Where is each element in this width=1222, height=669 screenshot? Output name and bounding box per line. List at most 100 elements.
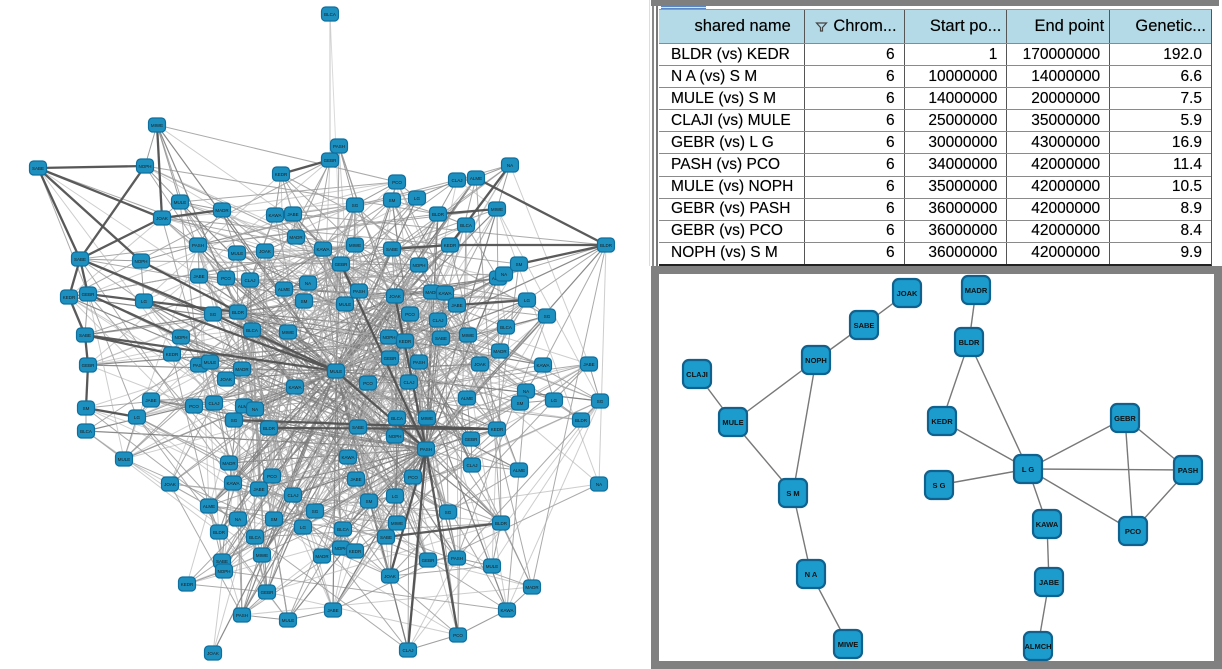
svg-text:PCO: PCO (392, 180, 402, 185)
svg-text:MIWE: MIWE (421, 416, 433, 421)
svg-text:BLCA: BLCA (249, 535, 261, 540)
svg-text:JOAK: JOAK (259, 249, 271, 254)
svg-text:JOAK: JOAK (164, 482, 176, 487)
svg-text:SABE: SABE (216, 559, 228, 564)
svg-text:PASH: PASH (236, 613, 248, 618)
svg-text:NA: NA (235, 517, 241, 522)
svg-text:MADR: MADR (525, 585, 539, 590)
svg-text:N A: N A (805, 570, 818, 579)
svg-text:GEBR: GEBR (324, 158, 338, 163)
svg-text:PCO: PCO (1125, 527, 1141, 536)
svg-text:ALME: ALME (461, 396, 473, 401)
svg-text:JABE: JABE (253, 487, 264, 492)
svg-text:KEDR: KEDR (349, 549, 362, 554)
svg-text:PCO: PCO (267, 474, 277, 479)
svg-text:BLCA: BLCA (460, 223, 472, 228)
svg-text:NOPH: NOPH (382, 335, 395, 340)
svg-text:BLCA: BLCA (324, 12, 336, 17)
svg-text:PCO: PCO (453, 633, 463, 638)
svg-text:NA: NA (523, 389, 529, 394)
svg-text:MIWE: MIWE (151, 123, 163, 128)
svg-text:NA: NA (507, 163, 513, 168)
svg-text:MADR: MADR (493, 349, 507, 354)
svg-text:MIWE: MIWE (282, 330, 294, 335)
svg-text:PASH: PASH (413, 360, 425, 365)
svg-text:MADR: MADR (289, 235, 303, 240)
svg-text:KAWA: KAWA (1036, 520, 1059, 529)
svg-text:JABE: JABE (193, 274, 204, 279)
svg-text:JOAK: JOAK (156, 216, 168, 221)
svg-text:LG: LG (300, 525, 307, 530)
svg-text:MIWE: MIWE (491, 207, 503, 212)
svg-text:SG: SG (210, 312, 217, 317)
svg-text:GEBR: GEBR (82, 363, 96, 368)
svg-text:BLCA: BLCA (500, 325, 512, 330)
svg-text:MULE: MULE (339, 302, 352, 307)
svg-text:KAWA: KAWA (317, 247, 330, 252)
svg-text:KEDR: KEDR (63, 295, 76, 300)
svg-text:SABE: SABE (32, 166, 44, 171)
svg-text:CLAJ: CLAJ (244, 278, 255, 283)
svg-text:PCO: PCO (408, 475, 418, 480)
svg-text:MADR: MADR (965, 286, 988, 295)
svg-text:JOAK: JOAK (207, 651, 219, 656)
svg-text:KEDR: KEDR (181, 582, 194, 587)
svg-text:KAWA: KAWA (342, 455, 355, 460)
svg-text:KEDR: KEDR (399, 339, 412, 344)
svg-text:GEBR: GEBR (82, 292, 96, 297)
svg-text:JABE: JABE (1039, 578, 1059, 587)
svg-text:LG: LG (392, 494, 399, 499)
svg-text:SG: SG (231, 418, 238, 423)
svg-text:SABE: SABE (352, 425, 364, 430)
svg-text:MIWE: MIWE (349, 243, 361, 248)
svg-text:JABE: JABE (350, 477, 361, 482)
svg-text:BLDR: BLDR (232, 310, 245, 315)
svg-text:L G: L G (1022, 465, 1035, 474)
svg-text:KAWA: KAWA (537, 363, 550, 368)
svg-text:SABE: SABE (79, 333, 91, 338)
svg-text:SABE: SABE (435, 336, 447, 341)
svg-text:MULE: MULE (174, 200, 187, 205)
svg-text:BLCA: BLCA (80, 429, 92, 434)
svg-text:SM: SM (517, 401, 524, 406)
svg-text:MADR: MADR (425, 290, 439, 295)
svg-text:NOPH: NOPH (412, 263, 425, 268)
svg-text:SABE: SABE (380, 535, 392, 540)
svg-text:MADR: MADR (215, 208, 229, 213)
svg-text:PCO: PCO (405, 312, 415, 317)
svg-text:LG: LG (414, 196, 421, 201)
svg-text:MIWE: MIWE (256, 553, 268, 558)
svg-text:CLAJ: CLAJ (403, 380, 414, 385)
svg-text:GEBR: GEBR (1114, 414, 1136, 423)
svg-text:JABE: JABE (583, 362, 594, 367)
svg-text:KAWA: KAWA (269, 213, 282, 218)
svg-text:KAWA: KAWA (439, 291, 452, 296)
svg-text:SM: SM (301, 299, 308, 304)
svg-text:LG: LG (141, 299, 148, 304)
svg-text:PASH: PASH (420, 447, 432, 452)
svg-text:KAWA: KAWA (501, 608, 514, 613)
svg-text:S M: S M (786, 489, 799, 498)
svg-text:PCO: PCO (189, 404, 199, 409)
svg-text:ALMCH: ALMCH (1024, 642, 1051, 651)
svg-text:NOPH: NOPH (134, 259, 147, 264)
svg-text:CLAJ: CLAJ (208, 401, 219, 406)
svg-text:GEBR: GEBR (384, 356, 398, 361)
svg-text:NA: NA (305, 281, 311, 286)
svg-text:MULE: MULE (330, 369, 343, 374)
svg-text:SG: SG (544, 314, 551, 319)
svg-text:SG: SG (597, 399, 604, 404)
svg-text:CLAJ: CLAJ (466, 463, 477, 468)
svg-text:MIWE: MIWE (462, 333, 474, 338)
svg-text:NA: NA (596, 482, 602, 487)
svg-text:GEBR: GEBR (335, 262, 349, 267)
svg-text:KEDR: KEDR (491, 427, 504, 432)
svg-text:SABE: SABE (74, 257, 86, 262)
svg-text:KAWA: KAWA (227, 481, 240, 486)
svg-text:CLAJ: CLAJ (451, 178, 462, 183)
svg-text:BLDR: BLDR (575, 418, 588, 423)
svg-text:PASH: PASH (193, 363, 205, 368)
svg-text:JOAK: JOAK (474, 362, 486, 367)
svg-text:BLDR: BLDR (600, 243, 613, 248)
svg-text:S G: S G (933, 481, 946, 490)
